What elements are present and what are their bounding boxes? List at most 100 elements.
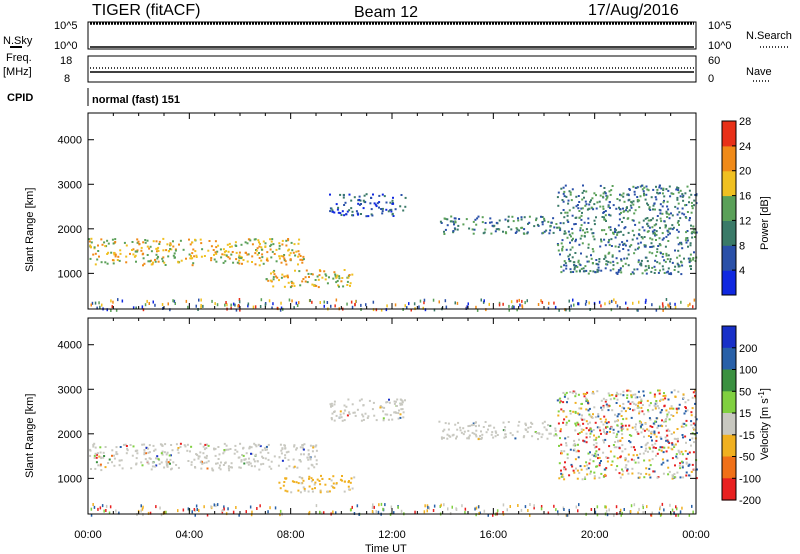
power-echo-pixel bbox=[359, 199, 362, 202]
velocity-echo-pixel bbox=[565, 442, 568, 445]
velocity-echo-pixel bbox=[621, 424, 624, 427]
velocity-echo-pixel bbox=[266, 448, 268, 451]
power-echo-pixel bbox=[88, 238, 91, 241]
velocity-echo-pixel bbox=[626, 397, 629, 399]
power-echo-pixel bbox=[169, 248, 172, 250]
power-echo-pixel bbox=[606, 195, 609, 198]
power-ground-speckle bbox=[502, 302, 504, 306]
power-ground-speckle bbox=[311, 300, 313, 304]
power-ground-speckle bbox=[115, 308, 118, 312]
power-echo-pixel bbox=[292, 282, 295, 285]
power-echo-pixel bbox=[580, 218, 583, 221]
velocity-echo-pixel bbox=[161, 450, 164, 453]
velocity-echo-pixel bbox=[617, 413, 620, 416]
velocity-echo-pixel bbox=[217, 458, 220, 460]
power-echo-pixel bbox=[590, 257, 593, 260]
power-echo-pixel bbox=[612, 264, 615, 267]
power-echo-pixel bbox=[651, 217, 654, 220]
power-echo-pixel bbox=[595, 263, 598, 266]
velocity-echo-pixel bbox=[396, 398, 399, 401]
power-echo-pixel bbox=[569, 271, 572, 274]
velocity-echo-pixel bbox=[580, 428, 583, 431]
power-echo-pixel bbox=[370, 213, 373, 216]
power-echo-pixel bbox=[633, 234, 636, 237]
power-echo-pixel bbox=[614, 227, 616, 230]
power-ylabel: Slant Range [km] bbox=[24, 188, 36, 272]
power-echo-pixel bbox=[661, 238, 664, 241]
power-echo-pixel bbox=[310, 273, 313, 275]
power-echo-pixel bbox=[568, 253, 571, 256]
power-echo-pixel bbox=[670, 212, 672, 215]
velocity-echo-pixel bbox=[682, 476, 685, 479]
power-colorbar-label: Power [dB] bbox=[759, 196, 771, 250]
power-echo-pixel bbox=[690, 268, 692, 270]
x-tick-label: 12:00 bbox=[378, 529, 406, 541]
power-echo-pixel bbox=[638, 228, 641, 231]
velocity-ground-speckle bbox=[527, 509, 529, 512]
noise-left-tick-high: 10^5 bbox=[54, 20, 78, 32]
power-echo-pixel bbox=[585, 255, 588, 258]
velocity-echo-pixel bbox=[153, 449, 156, 452]
power-echo-pixel bbox=[281, 243, 284, 246]
velocity-echo-pixel bbox=[585, 427, 588, 430]
power-echo-pixel bbox=[324, 278, 327, 281]
velocity-ground-speckle bbox=[426, 504, 429, 508]
power-echo-pixel bbox=[681, 212, 684, 215]
velocity-echo-pixel bbox=[586, 473, 589, 476]
power-ground-speckle bbox=[309, 299, 311, 302]
velocity-echo-pixel bbox=[574, 395, 577, 398]
velocity-ground-speckle bbox=[427, 505, 429, 509]
freq-right-tick-high: 60 bbox=[708, 55, 720, 67]
power-echo-pixel bbox=[605, 233, 608, 236]
velocity-echo-pixel bbox=[537, 438, 539, 441]
power-echo-pixel bbox=[689, 242, 692, 245]
velocity-echo-pixel bbox=[463, 430, 466, 433]
power-echo-pixel bbox=[162, 256, 165, 259]
velocity-echo-pixel bbox=[585, 432, 588, 435]
power-echo-pixel bbox=[629, 204, 632, 207]
velocity-echo-pixel bbox=[557, 422, 560, 425]
velocity-echo-pixel bbox=[332, 475, 335, 478]
power-echo-pixel bbox=[658, 237, 661, 240]
power-echo-pixel bbox=[137, 240, 140, 243]
velocity-echo-pixel bbox=[525, 429, 528, 431]
power-echo-pixel bbox=[507, 219, 510, 222]
velocity-ground-speckle bbox=[642, 504, 644, 508]
power-echo-pixel bbox=[694, 194, 697, 196]
velocity-echo-pixel bbox=[522, 436, 525, 439]
power-echo-pixel bbox=[244, 241, 247, 244]
velocity-echo-pixel bbox=[186, 443, 189, 446]
power-echo-pixel bbox=[328, 276, 330, 279]
velocity-echo-pixel bbox=[279, 487, 282, 490]
power-echo-pixel bbox=[452, 220, 455, 223]
power-echo-pixel bbox=[136, 238, 139, 241]
power-echo-pixel bbox=[291, 249, 294, 252]
velocity-echo-pixel bbox=[638, 420, 641, 423]
power-echo-pixel bbox=[213, 253, 215, 256]
power-echo-pixel bbox=[272, 285, 275, 288]
velocity-echo-pixel bbox=[253, 442, 256, 445]
power-echo-pixel bbox=[242, 259, 245, 261]
velocity-echo-pixel bbox=[487, 428, 489, 431]
velocity-echo-pixel bbox=[199, 451, 202, 454]
velocity-echo-pixel bbox=[143, 443, 146, 446]
velocity-ground-speckle bbox=[533, 506, 535, 510]
velocity-echo-pixel bbox=[648, 473, 651, 476]
power-echo-pixel bbox=[639, 185, 642, 188]
velocity-echo-pixel bbox=[234, 448, 237, 451]
power-echo-pixel bbox=[588, 203, 591, 206]
velocity-echo-pixel bbox=[102, 456, 105, 459]
power-ground-speckle bbox=[319, 301, 321, 304]
power-echo-pixel bbox=[658, 262, 661, 265]
power-ground-speckle bbox=[668, 304, 670, 308]
power-echo-pixel bbox=[680, 241, 683, 244]
power-colorbar-segment bbox=[722, 270, 736, 296]
power-echo-pixel bbox=[318, 274, 321, 277]
velocity-ground-speckle bbox=[108, 511, 111, 515]
power-colorbar-segment bbox=[722, 245, 736, 271]
velocity-echo-pixel bbox=[330, 418, 333, 421]
power-echo-pixel bbox=[567, 202, 570, 205]
power-echo-pixel bbox=[156, 250, 158, 253]
power-echo-pixel bbox=[558, 226, 561, 229]
